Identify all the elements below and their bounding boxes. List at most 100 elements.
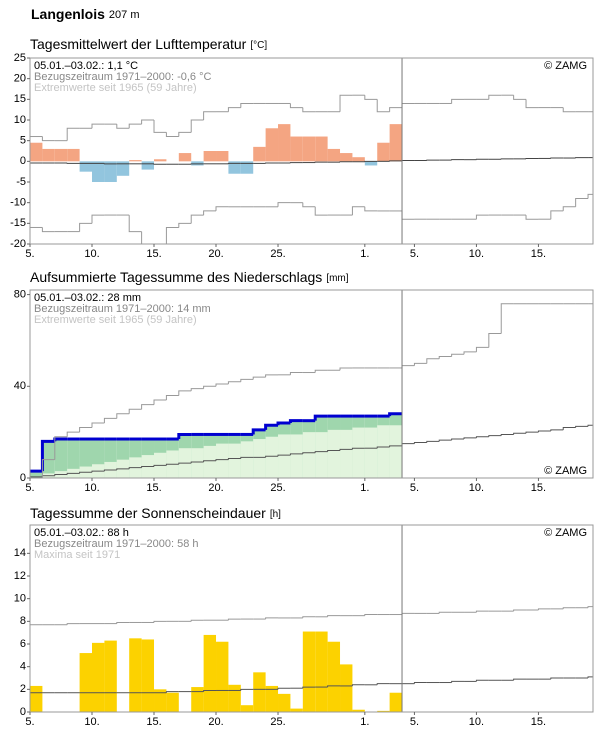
- line-segment: [289, 372, 303, 375]
- chart-panel: Tagessumme der Sonnenscheindauer [h] 0 2 4 6 8…: [14, 505, 594, 728]
- y-tick-label: -20: [10, 238, 26, 250]
- line-segment: [240, 456, 254, 459]
- y-tick-label: 10: [14, 114, 26, 126]
- x-tick-label: 10.: [84, 482, 99, 494]
- chart-title: Tagesmittelwert der Lufttemperatur [°C]: [30, 36, 267, 52]
- annotation: Maxima seit 1971: [34, 549, 120, 561]
- line-segment: [190, 119, 204, 133]
- x-tick-label: 10.: [469, 248, 484, 260]
- x-tick-label: 5.: [410, 716, 419, 728]
- line-segment: [562, 427, 576, 430]
- line-segment: [327, 615, 341, 617]
- plot-area: [30, 606, 593, 712]
- chart-unit: [mm]: [326, 273, 348, 284]
- line-segment: [128, 215, 142, 233]
- y-tick-label: 0: [20, 706, 26, 718]
- area-segment: [30, 471, 43, 478]
- chart-title: Tagessumme der Sonnenscheindauer [h]: [30, 505, 281, 521]
- area-segment: [364, 427, 378, 478]
- line-segment: [389, 445, 403, 448]
- line-segment: [141, 231, 155, 244]
- line-segment: [91, 422, 105, 428]
- line-segment: [513, 432, 527, 435]
- line-segment: [488, 94, 502, 100]
- line-segment: [413, 441, 427, 444]
- y-tick-label: 2: [20, 683, 26, 695]
- x-tick-label: 5.: [25, 716, 34, 728]
- line-segment: [463, 437, 477, 440]
- line-segment: [215, 383, 229, 387]
- bar: [352, 157, 365, 162]
- line-segment: [91, 214, 105, 224]
- y-tick-label: 0: [20, 155, 26, 167]
- line-segment: [116, 468, 130, 470]
- chart-panel: Tagesmittelwert der Lufttemperatur [°C] -2…: [10, 36, 594, 260]
- bar: [377, 142, 390, 162]
- line-segment: [177, 432, 192, 440]
- x-tick-label: 15.: [146, 716, 161, 728]
- header: Langenlois 207 m: [31, 6, 139, 22]
- annotation: Extremwerte seit 1965 (59 Jahre): [34, 314, 197, 326]
- annotation: 05.01.–03.02.: 28 mm: [34, 292, 141, 304]
- line-segment: [550, 429, 564, 431]
- line-segment: [91, 470, 105, 473]
- line-segment: [302, 107, 316, 113]
- line-segment: [537, 430, 551, 433]
- line-segment: [587, 606, 593, 608]
- line-segment: [562, 107, 576, 113]
- area-segment: [352, 427, 365, 478]
- line-segment: [128, 123, 142, 129]
- area-segment: [265, 436, 279, 478]
- line-segment: [488, 333, 502, 348]
- line-segment: [141, 466, 155, 468]
- line-segment: [178, 390, 192, 396]
- line-segment: [513, 678, 527, 681]
- annotation: Bezugszeitraum 1971–2000: 58 h: [34, 538, 199, 550]
- bar: [191, 687, 204, 712]
- line-segment: [401, 365, 415, 368]
- bar: [141, 639, 155, 712]
- line-segment: [79, 427, 93, 433]
- line-segment: [227, 381, 241, 384]
- x-tick-label: 5.: [25, 482, 34, 494]
- plot-frame: [29, 524, 594, 713]
- y-tick-label: -15: [10, 217, 26, 229]
- line-segment: [513, 95, 527, 100]
- plot-area: [30, 94, 593, 244]
- line-segment: [463, 351, 477, 355]
- line-segment: [401, 443, 415, 446]
- line-segment: [203, 385, 217, 389]
- bar: [92, 642, 105, 712]
- line-segment: [265, 374, 279, 378]
- line-segment: [128, 467, 142, 469]
- bar: [340, 664, 353, 712]
- area-segment: [240, 441, 254, 478]
- x-tick-label: 25.: [270, 716, 285, 728]
- y-tick-label: 0: [20, 472, 26, 484]
- line-segment: [153, 464, 167, 467]
- line-segment: [401, 210, 415, 220]
- line-segment: [227, 107, 241, 112]
- line-segment: [401, 102, 415, 108]
- bar: [315, 136, 328, 162]
- bar: [67, 148, 80, 162]
- plot-frame: [29, 57, 594, 245]
- bar: [302, 631, 316, 712]
- line-segment: [575, 198, 589, 207]
- area-segment: [377, 425, 390, 478]
- x-tick-label: 25.: [270, 482, 285, 494]
- plot-frame: [29, 289, 594, 479]
- bar: [203, 634, 217, 712]
- line-segment: [289, 103, 303, 109]
- x-tick-label: 1.: [360, 482, 369, 494]
- line-segment: [153, 120, 167, 133]
- area-segment: [278, 434, 291, 478]
- line-segment: [562, 206, 576, 211]
- x-tick-label: 10.: [84, 248, 99, 260]
- line-segment: [525, 215, 539, 220]
- line-segment: [103, 417, 117, 423]
- line-segment: [277, 454, 291, 457]
- y-tick-label: 8: [20, 615, 26, 627]
- line-segment: [475, 214, 489, 220]
- line-segment: [66, 127, 80, 141]
